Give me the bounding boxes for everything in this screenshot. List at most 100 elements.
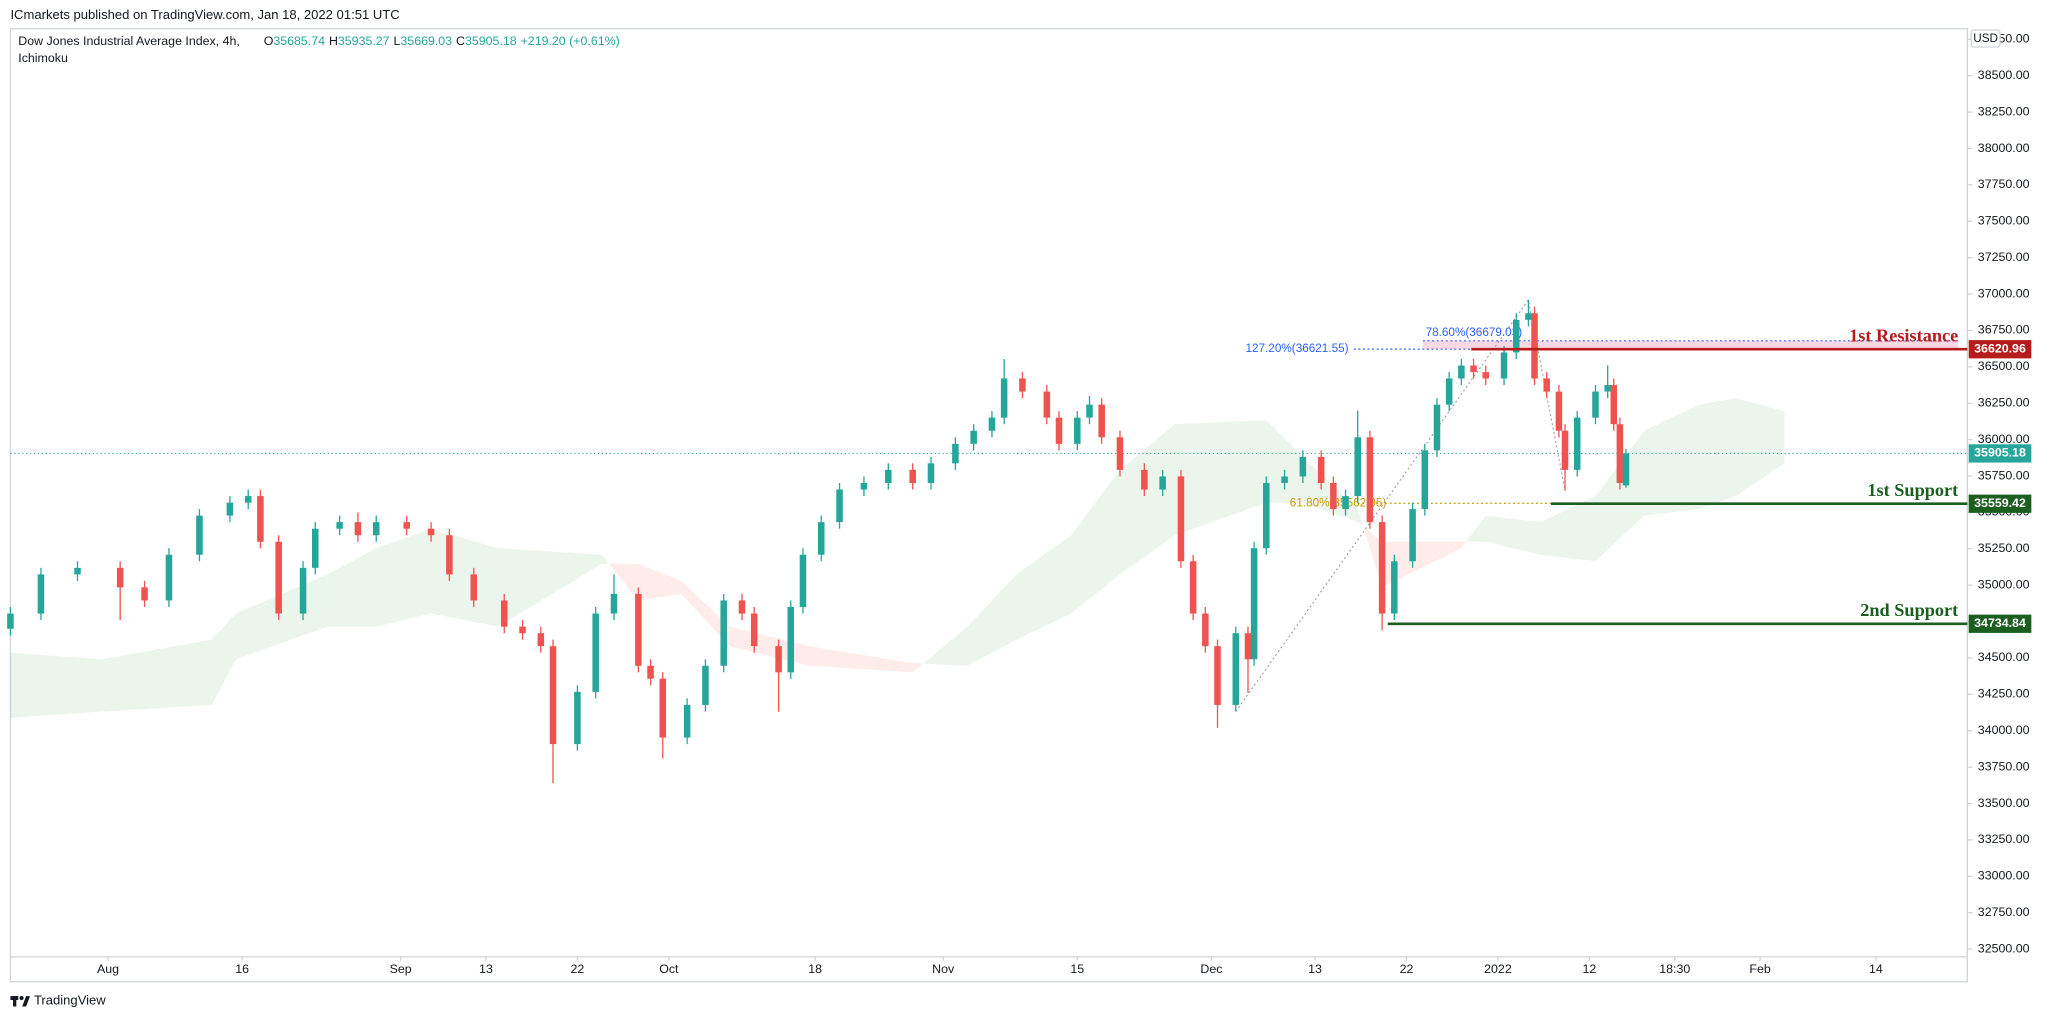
candle-body [1610, 385, 1618, 425]
ohlc-value: 35935.27 [338, 34, 390, 48]
candle-body [1555, 391, 1563, 431]
y-tick-label: 36250.00 [1978, 396, 2030, 410]
candle-body [1317, 456, 1325, 483]
candle-body [257, 496, 264, 542]
candle-body [403, 522, 410, 529]
candle-body [1086, 404, 1093, 418]
price-tag [1968, 494, 2032, 513]
ichimoku-cloud [376, 528, 432, 627]
level-label: 1st Support [1867, 480, 1958, 500]
y-tick-label: 38250.00 [1978, 104, 2030, 118]
candle-body [817, 522, 825, 555]
candle-body [165, 554, 173, 601]
candle-body [1543, 378, 1550, 392]
candle-body [927, 463, 935, 483]
price-tag-label: 35559.42 [1974, 496, 2026, 510]
price-tag-label: 34734.84 [1974, 616, 2026, 630]
x-tick-label: Sep [390, 962, 412, 976]
y-tick-label: 33750.00 [1978, 759, 2030, 773]
ichimoku-cloud [923, 626, 968, 666]
candle-body [1141, 469, 1148, 490]
y-tick-label: 33000.00 [1978, 869, 2030, 883]
candle-body [74, 567, 81, 575]
candle-body [336, 522, 343, 529]
ichimoku-cloud [101, 639, 212, 712]
ichimoku-cloud [211, 613, 237, 705]
candle-body [196, 515, 203, 555]
ichimoku-cloud [1540, 496, 1596, 562]
ichimoku-cloud [638, 563, 682, 601]
ichimoku-cloud [912, 663, 924, 673]
candle-body [549, 646, 557, 745]
ichimoku-cloud [1644, 404, 1700, 516]
candle-body [1433, 404, 1441, 451]
y-tick-label: 34250.00 [1978, 687, 2030, 701]
candle-body [1342, 496, 1349, 510]
currency-label: USD [1973, 32, 1998, 45]
ichimoku-cloud [1363, 526, 1383, 588]
candle-body [647, 665, 654, 679]
candle-body [299, 567, 307, 614]
ohlc-prefix: L [394, 34, 401, 48]
candle-body [574, 691, 581, 745]
candle-body [659, 678, 667, 738]
candle-body [860, 482, 868, 490]
candle-body [1592, 391, 1599, 418]
fib-band [1422, 340, 1959, 350]
x-tick-label: 13 [479, 962, 493, 976]
ichimoku-cloud [10, 652, 102, 718]
x-tick-label: 12 [1582, 962, 1596, 976]
candle-body [988, 417, 996, 431]
legend-indicator: Ichimoku [18, 51, 68, 65]
candle-body [750, 613, 758, 647]
candle-body [311, 528, 319, 568]
x-tick-label: 14 [1869, 962, 1883, 976]
candle-body [799, 554, 807, 607]
candle-body [1622, 453, 1630, 486]
candle-body [1299, 456, 1307, 477]
candle-body [1214, 646, 1221, 705]
x-tick-label: Oct [659, 962, 679, 976]
y-tick-label: 33500.00 [1978, 796, 2030, 810]
ohlc-value: 35669.03 [400, 34, 452, 48]
ichimoku-cloud [1174, 420, 1267, 536]
ichimoku-cloud [809, 646, 913, 673]
candle-body [775, 646, 782, 673]
ohlc-prefix: O [264, 34, 274, 48]
ichimoku-cloud [967, 574, 1017, 666]
candle-body [537, 633, 545, 647]
x-tick-label: Dec [1200, 962, 1222, 976]
candle-body [1525, 313, 1532, 320]
candle-body [1482, 372, 1490, 379]
x-tick-label: Aug [97, 962, 119, 976]
ichimoku-cloud [1466, 515, 1486, 542]
ichimoku-cloud [1016, 535, 1072, 640]
y-tick-label: 34000.00 [1978, 723, 2030, 737]
ichimoku-cloud [1485, 515, 1541, 555]
candle-body [1244, 633, 1252, 660]
y-tick-label: 36000.00 [1978, 432, 2030, 446]
candle-body [1019, 378, 1026, 392]
candle-body [787, 606, 795, 673]
candle-body [909, 469, 916, 483]
candle-body [610, 593, 618, 614]
candle-body [1561, 430, 1569, 470]
ichimoku-cloud [498, 548, 602, 627]
legend-bg [13, 32, 627, 68]
candle-body [519, 626, 526, 634]
candle-body [372, 522, 380, 536]
candle-body [1263, 482, 1270, 549]
candle-body [970, 430, 977, 444]
x-tick-label: Feb [1749, 962, 1770, 976]
candle-body [702, 665, 709, 705]
candle-body [1232, 633, 1240, 705]
x-tick-label: 15 [1070, 962, 1084, 976]
candle-body [1159, 476, 1166, 490]
candle-body [1445, 378, 1453, 405]
ichimoku-cloud [681, 580, 730, 647]
price-tag [1968, 340, 2032, 359]
ichimoku-cloud [1735, 398, 1785, 497]
candle-body [1531, 313, 1538, 379]
ichimoku-cloud [1266, 420, 1303, 503]
